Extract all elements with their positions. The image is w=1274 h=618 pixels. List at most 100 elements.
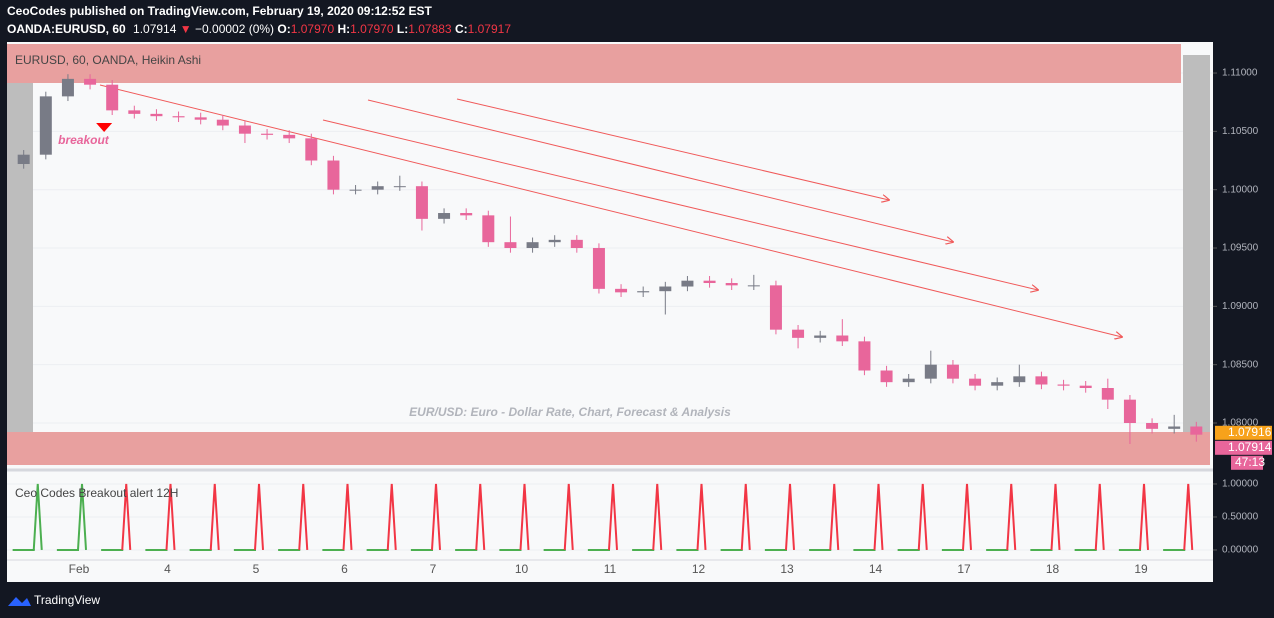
candle-body — [172, 116, 185, 118]
indicator-spike — [652, 483, 663, 551]
candle-body — [1013, 376, 1026, 383]
candle-body — [836, 335, 849, 342]
candle-body — [194, 117, 207, 120]
quote-line: OANDA:EURUSD, 60 1.07914 ▼ −0.00002 (0%)… — [7, 22, 511, 36]
indicator-spike — [740, 483, 751, 551]
watermark: EUR/USD: Euro - Dollar Rate, Chart, Fore… — [409, 405, 731, 419]
candle-body — [1035, 376, 1048, 385]
ohlc-value: 1.07970 — [291, 22, 335, 36]
indicator-spike — [608, 483, 618, 551]
indicator-spike — [77, 483, 87, 551]
candle-body — [371, 186, 384, 190]
candle-body — [482, 215, 495, 243]
x-tick-label: 13 — [780, 562, 794, 576]
y-tick-label: 1.11000 — [1222, 68, 1258, 79]
chart-area — [7, 42, 1213, 582]
price-label: 1.07914 — [1228, 440, 1272, 454]
x-tick-label: 6 — [341, 562, 348, 576]
candle-body — [747, 285, 760, 287]
indicator-spike — [209, 483, 220, 551]
candle-body — [814, 335, 827, 338]
candle-body — [792, 329, 805, 338]
indicator-spike — [342, 483, 353, 551]
brand: TradingView — [34, 593, 100, 607]
trend-arrows — [99, 84, 1122, 337]
y-tick-label: 1.09500 — [1222, 243, 1259, 254]
trend-arrow — [456, 98, 889, 200]
indicator-spike — [563, 483, 574, 551]
indicator-spike — [475, 483, 486, 551]
ohlc-value: 1.07970 — [350, 22, 394, 36]
candle-body — [61, 78, 74, 97]
support-zone — [7, 432, 1210, 465]
indicator-spike — [829, 483, 840, 551]
x-tick-label: 4 — [164, 562, 171, 576]
candle-body — [526, 242, 539, 249]
indicator-spike — [962, 483, 972, 551]
y-tick-label: 1.08500 — [1222, 359, 1259, 370]
indicator-spike — [917, 483, 928, 551]
x-tick-label: 14 — [869, 562, 883, 576]
y-tick-label: 1.10000 — [1222, 184, 1259, 195]
last-price: 1.07914 — [133, 22, 177, 36]
candle-body — [106, 84, 119, 111]
x-tick-label: 7 — [430, 562, 437, 576]
x-tick-label: 11 — [604, 562, 617, 576]
y-tick-label: 0.50000 — [1222, 512, 1259, 523]
candle-body — [1190, 426, 1203, 435]
y-tick-label: 1.09000 — [1222, 301, 1259, 312]
candle-body — [305, 138, 318, 161]
candle-body — [504, 242, 517, 249]
candle-body — [415, 186, 428, 219]
x-tick-label: 17 — [957, 562, 971, 576]
countdown-bg — [1231, 455, 1263, 470]
candle-body — [1101, 388, 1114, 400]
indicator-spike — [1050, 483, 1061, 551]
x-tick-label: Feb — [69, 562, 90, 576]
candle-body — [283, 134, 296, 139]
marks: Feb 4 5 6 7 10 11 12 13 14 17 18 19 breakout — [12, 74, 1203, 576]
price-label: 1.07916 — [1228, 425, 1272, 439]
candle-body — [17, 154, 30, 165]
candle-body — [393, 186, 406, 188]
indicator-spike — [165, 483, 176, 551]
x-tick-label: 5 — [253, 562, 260, 576]
candle-body — [725, 283, 738, 286]
candle-body — [216, 119, 229, 126]
candle-body — [1079, 385, 1092, 389]
candle-body — [327, 160, 340, 190]
candle-body — [84, 78, 97, 85]
logo-icon — [8, 597, 31, 606]
candle-body — [570, 239, 583, 249]
ohlc-value: 1.07917 — [468, 22, 512, 36]
trend-arrow — [99, 84, 1122, 337]
indicator-spike — [386, 483, 397, 551]
ohlc-label: H: — [337, 22, 350, 36]
ohlc-label: O: — [277, 22, 290, 36]
candle-body — [659, 286, 672, 292]
candle-body — [460, 213, 473, 216]
indicator-spike — [298, 483, 309, 551]
annotation: breakout — [58, 133, 110, 147]
candle-body — [946, 364, 959, 379]
x-tick-label: 10 — [515, 562, 529, 576]
y-tick-label: 0.00000 — [1222, 545, 1259, 556]
y-tick-label: 1.00000 — [1222, 479, 1259, 490]
candle-body — [858, 341, 871, 371]
ohlc-label: C: — [455, 22, 468, 36]
indicator-spike — [696, 483, 707, 551]
indicator-spike — [785, 483, 795, 551]
published-line: CeoCodes published on TradingView.com, F… — [7, 4, 432, 18]
ohlc-value: 1.07883 — [408, 22, 452, 36]
direction: ▼ — [180, 22, 192, 36]
candle-body — [991, 382, 1004, 386]
change: −0.00002 (0%) — [195, 22, 274, 36]
candle-body — [615, 288, 628, 293]
indicator-spike — [873, 483, 884, 551]
candle-body — [261, 133, 274, 135]
candle-body — [637, 291, 650, 293]
indicator-spike — [519, 483, 530, 551]
published: CeoCodes published on TradingView.com, F… — [7, 4, 432, 18]
range-bar — [1183, 55, 1210, 432]
